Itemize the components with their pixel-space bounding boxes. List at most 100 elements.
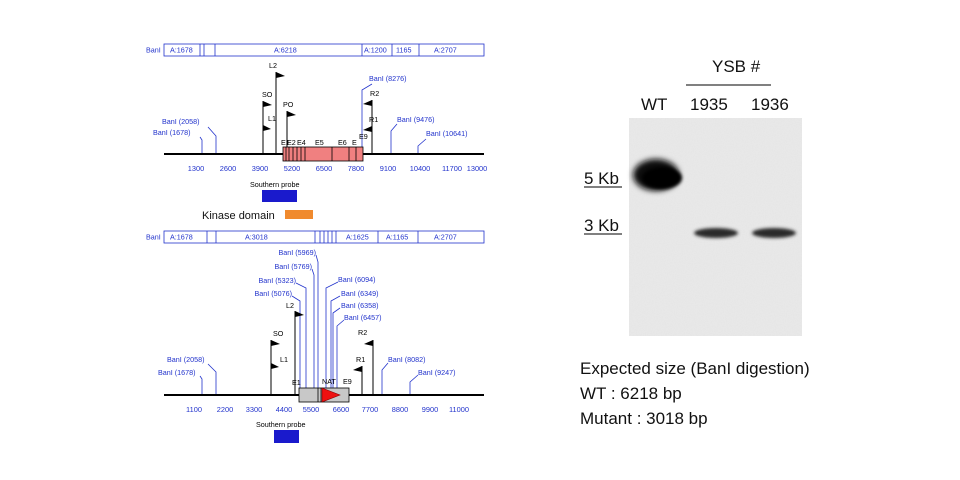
blot-size-marker: 3 Kb [584,216,619,235]
primer-flag-icon [271,340,280,346]
wt-fragment-box [163,43,485,57]
mut-sites: BanI (5969) BanI (5769) BanI (5323) BanI… [158,248,456,395]
blot-band-1936 [752,228,796,238]
mut-marker-label: E9 [343,377,352,386]
primer-flag-icon [363,100,372,106]
wt-primer-label: L1 [268,114,276,123]
wt-tick: 11700 [442,164,462,173]
wt-exon-label: E9 [359,132,368,141]
blot-group-label: YSB # [712,57,761,76]
blot-membrane-texture [629,118,802,336]
mut-fragment-label: A:1678 [170,233,193,242]
mut-primer-label: L2 [286,301,294,310]
wt-tick: 5200 [284,164,300,173]
mut-site-label: BanI (8082) [388,355,426,364]
blot-band-wt-core [642,167,682,189]
mut-tick: 3300 [246,405,262,414]
mut-tick: 9900 [422,405,438,414]
wt-tick: 1300 [188,164,204,173]
mut-site-label: BanI (6094) [338,275,376,284]
wt-exon-label: E1 [281,138,290,147]
mut-tick: 1100 [186,405,202,414]
mut-primer-label: R2 [358,328,367,337]
blot-lane-label: 1936 [751,95,789,114]
mut-primer-label: L1 [280,355,288,364]
wt-tick: 13000 [467,164,488,173]
mut-southern-probe [274,430,299,443]
primer-flag-icon [363,126,372,132]
expected-mutant: Mutant : 3018 bp [580,409,708,428]
mut-site-label: BanI (5769) [274,262,312,271]
mut-fragment-label: A:2707 [434,233,457,242]
wt-exon-label: E2 [287,138,296,147]
mut-site-label: BanI (6349) [341,289,379,298]
wt-fragment-label: A:6218 [274,46,297,55]
mutant-map: BanI A:1678 A:3018 A:1625 A:1165 A:2707 … [146,230,485,443]
wt-tick: 10400 [410,164,431,173]
blot-lane-label: 1935 [690,95,728,114]
mut-southern-probe-label: Southern probe [256,420,306,429]
wt-site-label: BanI (2058) [162,117,200,126]
mut-site-label: BanI (1678) [158,368,196,377]
primer-flag-icon [287,111,296,117]
mut-site-label: BanI (6457) [344,313,382,322]
mut-primer-label: SO [273,329,284,338]
mut-tick: 8800 [392,405,408,414]
blot-size-marker: 5 Kb [584,169,619,188]
wt-tick-labels: 1300 2600 3900 5200 6500 7800 9100 10400… [188,164,488,173]
primer-flag-icon [353,366,362,372]
wt-fragment-label: A:1678 [170,46,193,55]
mut-tick-labels: 1100 2200 3300 4400 5500 6600 7700 8800 … [186,405,469,414]
mut-site-label: BanI (6358) [341,301,379,310]
wt-exon-label: E6 [338,138,347,147]
wt-exon-label: E [352,138,357,147]
mut-site-label: BanI (5969) [278,248,316,257]
primer-flag-icon [263,125,271,131]
wt-primers: L2 SO PO L1 R2 R1 [262,61,379,154]
mut-site-label: BanI (5323) [258,276,296,285]
expected-title: Expected size (BanI digestion) [580,359,810,378]
mut-primer-label: R1 [356,355,365,364]
blot-lane-label: WT [641,95,667,114]
primer-flag-icon [271,363,279,369]
primer-flag-icon [263,101,272,107]
mut-marker-label: NAT [322,377,336,386]
wt-fragment-label: 1165 [396,46,411,55]
mut-tick: 7700 [362,405,378,414]
mut-primers: L2 SO L1 R2 R1 [270,301,374,395]
mut-fragment-label: A:1625 [346,233,369,242]
wt-exon-label: E5 [315,138,324,147]
wt-map: BanI A:1678 A:6218 A:1200 1165 A:2707 L2… [146,43,488,202]
mut-site-label: BanI (5076) [254,289,292,298]
mut-fragment-label: A:1165 [386,233,408,242]
wt-primer-label: R1 [369,115,378,124]
southern-blot: YSB # WT 1935 1936 5 Kb 3 Kb [584,57,802,336]
wt-exon-block [282,146,364,162]
primer-flag-icon [295,311,304,317]
nat-marker-arrow-icon [321,387,341,403]
wt-fragment-bar: BanI A:1678 A:6218 A:1200 1165 A:2707 [146,43,485,57]
wt-primer-label: SO [262,90,273,99]
mut-tick: 4400 [276,405,292,414]
wt-site-label: BanI (8276) [369,74,407,83]
mut-tick: 2200 [217,405,233,414]
wt-tick: 3900 [252,164,268,173]
wt-exons: E1 E2 E4 E5 E6 E E9 [281,132,368,162]
mut-fragment-label: A:3018 [245,233,268,242]
kinase-domain: Kinase domain [202,210,313,222]
wt-fragment-label: A:1200 [364,46,387,55]
mut-fragment-bar: BanI A:1678 A:3018 A:1625 A:1165 A:2707 [146,230,485,244]
mut-site-label: BanI (2058) [167,355,205,364]
wt-fragment-label: A:2707 [434,46,457,55]
mut-tick: 11000 [449,405,469,414]
kinase-domain-label: Kinase domain [202,210,275,222]
wt-tick: 9100 [380,164,396,173]
wt-primer-label: L2 [269,61,277,70]
kinase-domain-bar [285,210,313,219]
wt-site-label: BanI (9476) [397,115,435,124]
mut-tick: 6600 [333,405,349,414]
wt-primer-label: PO [283,100,294,109]
mut-fragment-label: BanI [146,233,161,242]
wt-site-label: BanI (10641) [426,129,468,138]
